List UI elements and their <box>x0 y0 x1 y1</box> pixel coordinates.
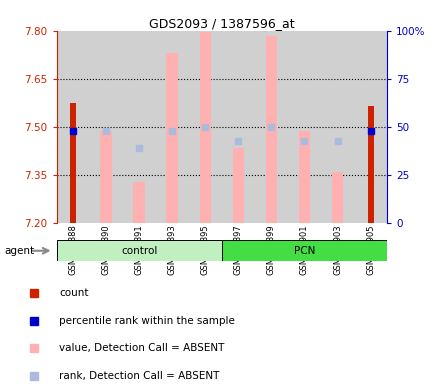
Text: rank, Detection Call = ABSENT: rank, Detection Call = ABSENT <box>59 371 219 381</box>
Bar <box>221 31 254 223</box>
Bar <box>155 31 188 223</box>
Bar <box>199 32 210 223</box>
Bar <box>166 53 178 223</box>
Bar <box>188 31 221 223</box>
Bar <box>287 31 320 223</box>
Bar <box>254 31 287 223</box>
Text: agent: agent <box>4 246 34 256</box>
Text: count: count <box>59 288 89 298</box>
Bar <box>298 131 309 223</box>
Text: percentile rank within the sample: percentile rank within the sample <box>59 316 234 326</box>
Bar <box>367 106 373 223</box>
Bar <box>70 103 76 223</box>
Text: PCN: PCN <box>293 245 315 256</box>
Bar <box>56 31 89 223</box>
Bar <box>133 182 145 223</box>
Bar <box>232 147 243 223</box>
Text: value, Detection Call = ABSENT: value, Detection Call = ABSENT <box>59 343 224 353</box>
Bar <box>353 31 386 223</box>
Bar <box>100 131 112 223</box>
Title: GDS2093 / 1387596_at: GDS2093 / 1387596_at <box>149 17 294 30</box>
Bar <box>331 172 342 223</box>
Bar <box>265 35 276 223</box>
Bar <box>221 240 386 261</box>
Bar <box>122 31 155 223</box>
Bar <box>56 240 221 261</box>
Bar <box>320 31 353 223</box>
Bar <box>89 31 122 223</box>
Text: control: control <box>121 245 157 256</box>
